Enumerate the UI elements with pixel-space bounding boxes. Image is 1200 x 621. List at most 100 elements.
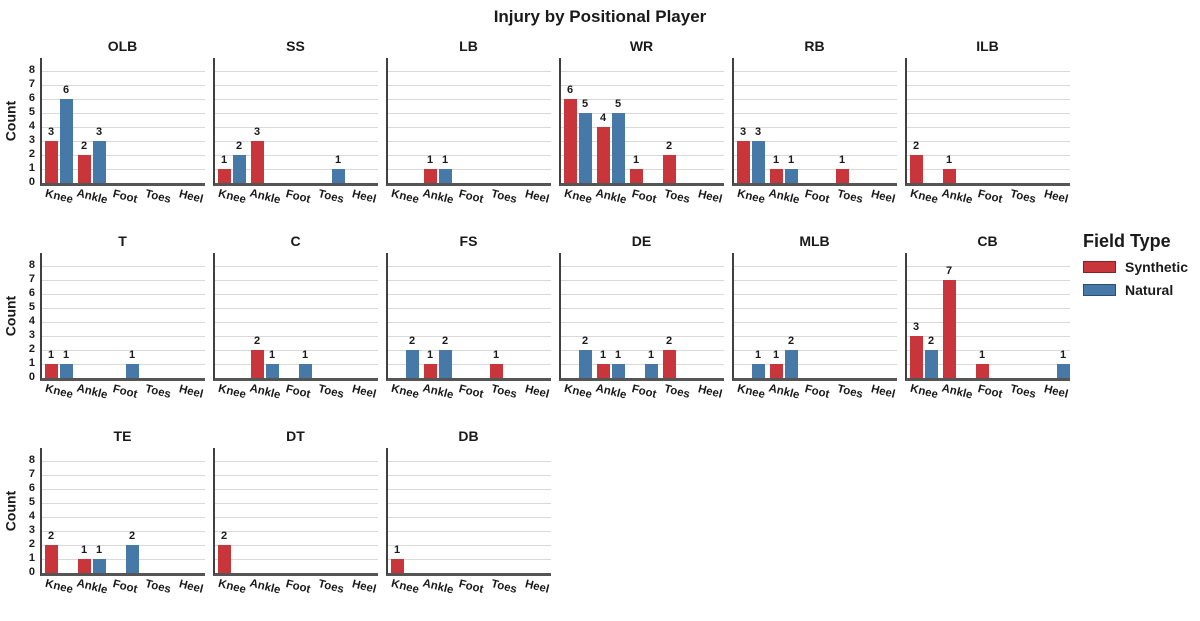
x-tick-label-foot: Foot <box>975 383 1004 401</box>
y-tick-label-2: 2 <box>28 343 35 355</box>
x-tick-label-heel: Heel <box>1042 188 1069 206</box>
bar-value-label: 3 <box>912 321 920 333</box>
gridline-7 <box>215 280 378 281</box>
bar-value-label: 3 <box>253 126 261 138</box>
gridline-7 <box>907 280 1070 281</box>
x-tick-label-ankle: Ankle <box>593 187 628 207</box>
gridline-5 <box>388 308 551 309</box>
facet-row-3: Count TE 0 1 2 3 4 5 6 7 8 2 1 1 2 Knee Ankle Foot Toes Hee… <box>0 426 1078 609</box>
gridline-6 <box>388 489 551 490</box>
gridline-8 <box>215 71 378 72</box>
gridline-4 <box>388 127 551 128</box>
x-tick-label-toes: Toes <box>489 383 518 401</box>
gridline-1 <box>215 364 378 365</box>
x-tick-label-foot: Foot <box>802 383 831 401</box>
bar-value-label: 2 <box>47 530 55 542</box>
x-axis-labels: Knee Ankle Foot Toes Heel <box>905 186 1070 219</box>
gridline-6 <box>388 99 551 100</box>
gridline-4 <box>388 322 551 323</box>
x-axis-labels: Knee Ankle Foot Toes Heel <box>213 381 378 414</box>
bar-natural-ankle <box>265 364 279 378</box>
facet-title-db: DB <box>458 428 479 444</box>
x-tick-label-foot: Foot <box>283 188 312 206</box>
x-tick-label-heel: Heel <box>869 383 896 401</box>
x-tick-label-knee: Knee <box>389 577 420 597</box>
x-tick-label-foot: Foot <box>110 578 139 596</box>
gridline-6 <box>215 294 378 295</box>
x-tick-label-heel: Heel <box>350 578 377 596</box>
gridline-4 <box>561 322 724 323</box>
gridline-2 <box>215 545 378 546</box>
bar-natural-ankle <box>438 169 452 183</box>
bar-value-label: 1 <box>772 154 780 166</box>
legend-swatch-natural-icon <box>1083 284 1116 296</box>
gridline-8 <box>388 461 551 462</box>
bar-natural-heel <box>1056 364 1070 378</box>
x-axis-labels: Knee Ankle Foot Toes Heel <box>40 576 205 609</box>
bar-value-label: 1 <box>426 154 434 166</box>
x-tick-label-knee: Knee <box>562 382 593 402</box>
bar-natural-knee <box>59 99 73 183</box>
gridline-7 <box>388 280 551 281</box>
x-tick-label-ankle: Ankle <box>247 382 282 402</box>
y-tick-label-2: 2 <box>28 538 35 550</box>
y-tick-label-8: 8 <box>28 64 35 76</box>
x-tick-label-toes: Toes <box>143 188 172 206</box>
gridline-6 <box>215 489 378 490</box>
bar-value-label: 1 <box>838 154 846 166</box>
gridline-2 <box>734 155 897 156</box>
x-tick-label-heel: Heel <box>523 383 550 401</box>
gridline-2 <box>42 155 205 156</box>
gridline-3 <box>907 336 1070 337</box>
y-tick-label-6: 6 <box>28 287 35 299</box>
gridline-2 <box>907 155 1070 156</box>
gridline-8 <box>734 266 897 267</box>
y-tick-label-7: 7 <box>28 468 35 480</box>
x-tick-label-foot: Foot <box>283 578 312 596</box>
bar-synthetic-toes <box>835 169 849 183</box>
gridline-8 <box>907 71 1070 72</box>
gridline-5 <box>388 503 551 504</box>
bar-natural-foot <box>298 364 312 378</box>
bar-natural-foot <box>125 364 139 378</box>
legend-label-synthetic: Synthetic <box>1125 259 1189 275</box>
bar-value-label: 2 <box>235 140 243 152</box>
y-tick-label-4: 4 <box>28 315 35 327</box>
bar-value-label: 2 <box>253 335 261 347</box>
bar-value-label: 1 <box>978 349 986 361</box>
bar-value-label: 1 <box>80 544 88 556</box>
gridline-6 <box>734 99 897 100</box>
gridline-5 <box>561 113 724 114</box>
bar-synthetic-ankle <box>423 169 437 183</box>
bar-synthetic-ankle <box>769 364 783 378</box>
bar-natural-knee <box>751 141 765 183</box>
gridline-2 <box>215 155 378 156</box>
x-tick-label-knee: Knee <box>43 187 74 207</box>
bar-value-label: 3 <box>754 126 762 138</box>
y-tick-label-5: 5 <box>28 496 35 508</box>
x-tick-label-toes: Toes <box>1008 383 1037 401</box>
x-tick-label-toes: Toes <box>662 383 691 401</box>
x-axis-labels: Knee Ankle Foot Toes Heel <box>905 381 1070 414</box>
gridline-3 <box>42 141 205 142</box>
gridline-3 <box>42 336 205 337</box>
bar-value-label: 1 <box>772 349 780 361</box>
facet-title-rb: RB <box>804 38 825 54</box>
gridline-7 <box>215 475 378 476</box>
facet-te: TE 0 1 2 3 4 5 6 7 8 2 1 1 2 Knee Ankle Foot Toes Heel <box>29 426 205 609</box>
bar-value-label: 1 <box>62 349 70 361</box>
bar-value-label: 2 <box>912 140 920 152</box>
bar-natural-ankle <box>92 559 106 573</box>
bar-synthetic-toes <box>662 350 676 378</box>
gridline-1 <box>561 364 724 365</box>
gridline-1 <box>561 169 724 170</box>
bar-value-label: 1 <box>301 349 309 361</box>
legend-item-synthetic: Synthetic <box>1083 259 1188 275</box>
facet-de: DE 2 1 1 1 2 Knee Ankle Foot Toes Heel <box>559 231 724 414</box>
bar-synthetic-knee <box>217 545 231 573</box>
